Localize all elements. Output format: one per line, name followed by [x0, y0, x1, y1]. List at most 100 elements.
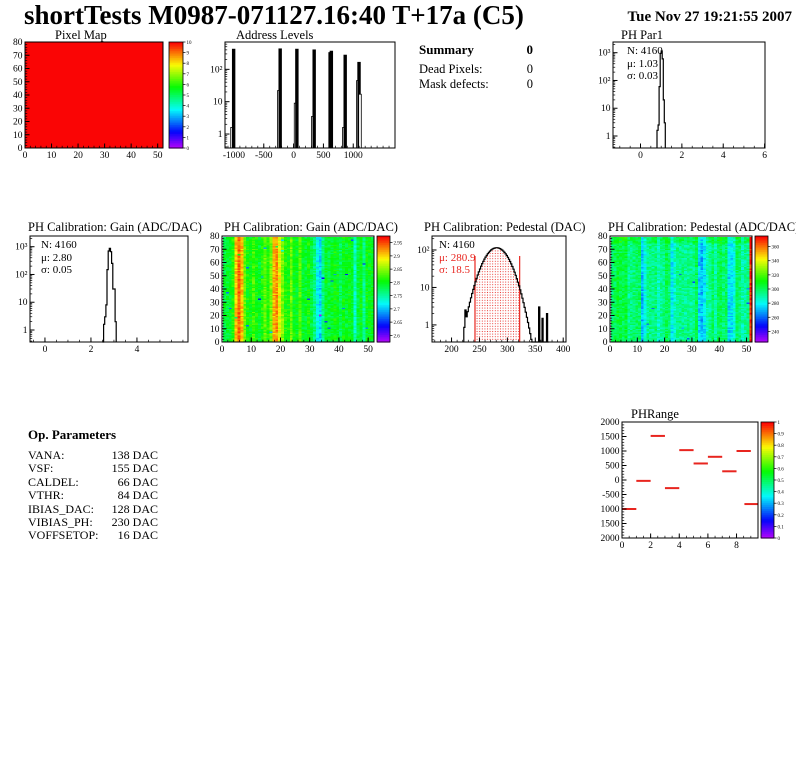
- chart-title-pedestal-hist: PH Calibration: Pedestal (DAC): [424, 220, 586, 234]
- svg-text:40: 40: [714, 345, 724, 355]
- svg-text:10²: 10²: [15, 270, 28, 280]
- stats-mu: μ: 280.9: [439, 251, 476, 264]
- svg-text:4: 4: [187, 105, 190, 110]
- svg-text:400: 400: [556, 345, 571, 355]
- svg-text:10: 10: [13, 131, 23, 141]
- op-param-value: 155 DAC: [111, 461, 158, 476]
- svg-text:7: 7: [187, 73, 190, 78]
- svg-text:10: 10: [420, 283, 430, 293]
- op-param-row-vthr: VTHR: 84 DAC: [28, 488, 158, 502]
- svg-text:2.8: 2.8: [394, 281, 401, 286]
- op-param-value: 128 DAC: [111, 501, 158, 516]
- svg-text:10³: 10³: [15, 243, 28, 253]
- svg-text:2.7: 2.7: [394, 308, 401, 313]
- svg-text:80: 80: [13, 38, 23, 48]
- op-param-value: 16 DAC: [117, 528, 158, 543]
- chart-title-ph-range: PHRange: [631, 407, 679, 421]
- svg-text:40: 40: [13, 91, 23, 101]
- svg-text:2.6: 2.6: [394, 334, 401, 339]
- svg-text:0: 0: [23, 151, 28, 161]
- svg-text:0: 0: [43, 345, 48, 355]
- svg-text:300: 300: [772, 288, 780, 293]
- svg-text:2.9: 2.9: [394, 255, 401, 260]
- svg-text:80: 80: [210, 232, 220, 242]
- svg-text:-500: -500: [255, 151, 273, 161]
- chart-title-address-levels: Address Levels: [236, 28, 314, 42]
- op-param-row-ibias-dac: IBIAS_DAC: 128 DAC: [28, 501, 158, 516]
- op-param-label: VOFFSETOP:: [28, 528, 99, 543]
- op-param-row-caldel: CALDEL: 66 DAC: [28, 474, 158, 489]
- svg-text:30: 30: [687, 345, 697, 355]
- op-param-label: VANA:: [28, 448, 65, 462]
- svg-text:0.8: 0.8: [778, 444, 785, 449]
- svg-text:4: 4: [677, 541, 682, 551]
- svg-text:1: 1: [218, 130, 223, 140]
- svg-text:280: 280: [772, 302, 780, 307]
- svg-text:60: 60: [210, 259, 220, 269]
- svg-text:340: 340: [772, 260, 780, 265]
- pedestal-heatmap: [610, 236, 752, 342]
- svg-text:350: 350: [528, 345, 543, 355]
- svg-text:10²: 10²: [210, 65, 223, 75]
- svg-text:10: 10: [633, 345, 643, 355]
- svg-text:2.85: 2.85: [394, 268, 403, 273]
- svg-text:1000: 1000: [601, 505, 620, 515]
- svg-text:40: 40: [598, 285, 608, 295]
- svg-text:4: 4: [135, 345, 140, 355]
- svg-text:10²: 10²: [598, 76, 611, 86]
- svg-text:0: 0: [187, 147, 190, 152]
- svg-text:40: 40: [334, 345, 344, 355]
- svg-text:1000: 1000: [344, 151, 363, 161]
- svg-text:250: 250: [472, 345, 487, 355]
- svg-text:500: 500: [605, 462, 620, 472]
- stats-sigma: σ: 0.03: [627, 70, 658, 82]
- stats-sigma: σ: 0.05: [41, 264, 72, 276]
- svg-text:0: 0: [18, 144, 23, 154]
- svg-text:1000: 1000: [601, 447, 620, 457]
- svg-text:80: 80: [598, 232, 608, 242]
- svg-text:30: 30: [305, 345, 315, 355]
- svg-text:2: 2: [89, 345, 94, 355]
- op-param-row-vana: VANA: 138 DAC: [28, 448, 158, 462]
- page-title: shortTests M0987-071127.16:40 T+17a (C5): [24, 0, 524, 30]
- op-param-label: IBIAS_DAC:: [28, 501, 95, 516]
- summary-panel: Summary 0 Dead Pixels: 0 Mask defects: 0: [419, 42, 533, 92]
- svg-text:70: 70: [598, 245, 608, 255]
- svg-text:50: 50: [153, 151, 163, 161]
- svg-text:0: 0: [620, 541, 625, 551]
- summary-row-mask-defects: Mask defects: 0: [419, 77, 533, 92]
- svg-text:30: 30: [100, 151, 110, 161]
- stats-box-gain: N: 4160 μ: 2.80 σ: 0.05: [41, 239, 77, 277]
- op-param-row-vibias-ph: VIBIAS_PH: 230 DAC: [28, 515, 158, 529]
- gain-heatmap: [222, 236, 374, 342]
- op-param-row-voffsetop: VOFFSETOP: 16 DAC: [28, 528, 158, 543]
- svg-text:0: 0: [638, 151, 643, 161]
- svg-text:6: 6: [762, 151, 767, 161]
- svg-text:2000: 2000: [601, 534, 620, 544]
- svg-text:40: 40: [126, 151, 136, 161]
- svg-text:0: 0: [291, 151, 296, 161]
- svg-text:2.95: 2.95: [394, 242, 403, 247]
- svg-text:2: 2: [648, 541, 653, 551]
- svg-text:500: 500: [316, 151, 331, 161]
- svg-text:1: 1: [425, 321, 430, 331]
- op-param-row-vsf: VSF: 155 DAC: [28, 461, 158, 476]
- op-param-label: CALDEL:: [28, 474, 79, 489]
- stats-n: N: 4160: [627, 45, 663, 57]
- svg-text:10: 10: [210, 325, 220, 335]
- svg-text:60: 60: [598, 259, 608, 269]
- svg-text:50: 50: [742, 345, 752, 355]
- svg-text:1500: 1500: [601, 433, 620, 443]
- svg-text:70: 70: [13, 51, 23, 61]
- svg-text:6: 6: [706, 541, 711, 551]
- svg-text:20: 20: [598, 312, 608, 322]
- stats-sigma: σ: 18.5: [439, 264, 470, 276]
- svg-text:10: 10: [598, 325, 608, 335]
- svg-text:20: 20: [660, 345, 670, 355]
- chart-title-ph-par1: PH Par1: [621, 28, 664, 42]
- svg-text:50: 50: [210, 272, 220, 282]
- svg-text:300: 300: [500, 345, 515, 355]
- svg-text:2.75: 2.75: [394, 295, 403, 300]
